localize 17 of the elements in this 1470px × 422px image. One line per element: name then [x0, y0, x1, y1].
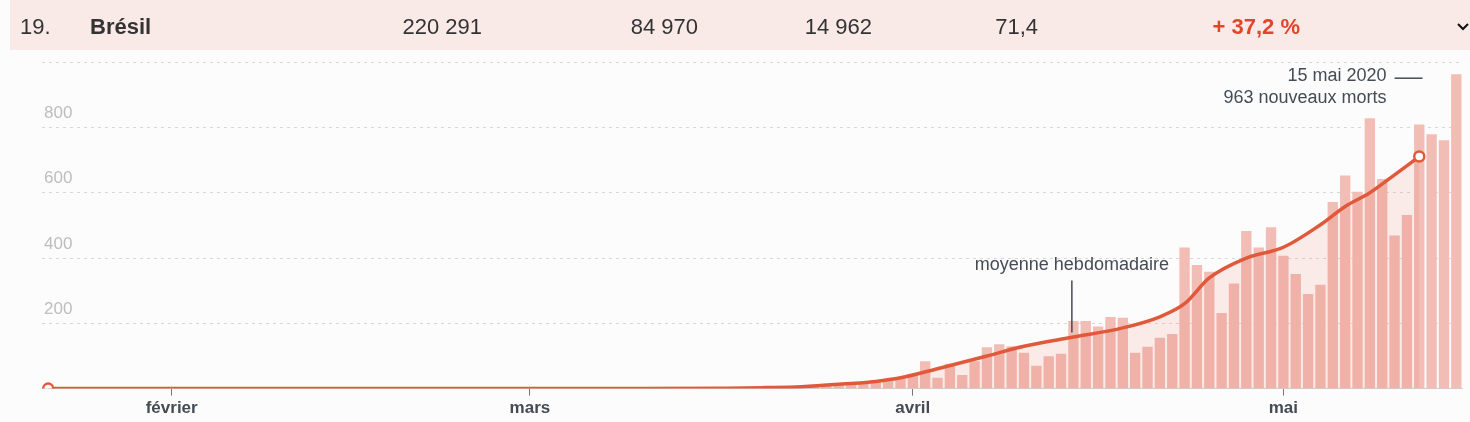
y-tick-label: 200 — [44, 299, 73, 319]
text: 14 962 — [804, 14, 872, 40]
text: Brésil — [90, 14, 152, 40]
y-tick-label: 800 — [44, 103, 73, 123]
text: + 37,2 % — [1212, 14, 1300, 40]
text: 19. — [20, 14, 51, 40]
y-tick-label: 600 — [44, 168, 73, 188]
annotation: moyenne hebdomadaire — [974, 254, 1169, 275]
y-tick-label: 400 — [44, 233, 73, 253]
text: 71,4 — [995, 14, 1038, 40]
x-tick-label: avril — [895, 398, 931, 418]
x-tick-label: mars — [509, 398, 551, 418]
x-tick-label: mai — [1268, 398, 1299, 418]
text: 220 291 — [402, 14, 482, 40]
x-tick-label: février — [145, 398, 199, 418]
text: 84 970 — [630, 14, 698, 40]
annotation: 15 mai 2020 963 nouveaux morts — [1223, 65, 1387, 108]
